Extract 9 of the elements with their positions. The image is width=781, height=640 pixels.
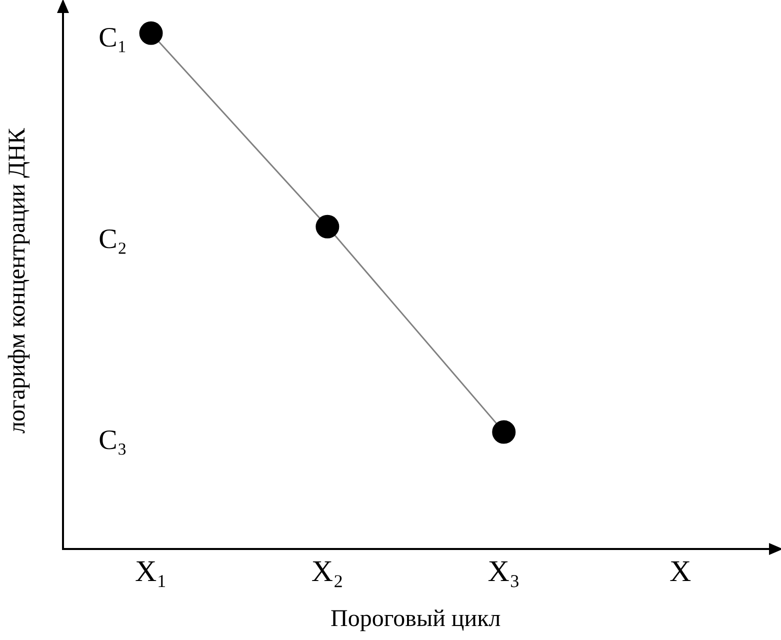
x-tick-label: X₂ xyxy=(311,555,344,588)
x-tick-label: X₁ xyxy=(134,555,168,588)
x-tick-label: X xyxy=(669,555,692,588)
annotation: C₂ xyxy=(98,224,128,255)
x-axis-title: Пороговый цикл xyxy=(330,606,501,632)
annotation: C₃ xyxy=(98,425,128,456)
y-axis-title: логарифм концентрации ДНК xyxy=(4,127,31,434)
x-tick-label: X₃ xyxy=(488,555,520,588)
annotation: C₁ xyxy=(98,22,128,54)
